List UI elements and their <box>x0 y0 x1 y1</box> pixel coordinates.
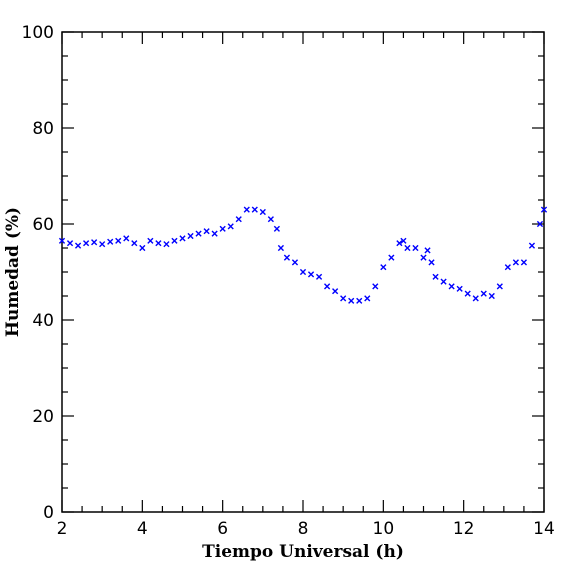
data-point <box>428 259 435 266</box>
data-point <box>536 220 544 228</box>
data-point <box>420 254 427 261</box>
data-point <box>179 235 186 242</box>
data-point <box>440 278 447 285</box>
data-point <box>404 244 411 252</box>
data-point <box>91 239 98 246</box>
x-tick-label: 4 <box>137 519 148 539</box>
y-tick-label: 60 <box>32 215 54 235</box>
data-point <box>219 225 226 232</box>
data-point <box>123 235 130 242</box>
y-tick-label: 0 <box>43 503 54 523</box>
data-point <box>340 295 347 302</box>
data-point <box>396 240 403 247</box>
data-point <box>299 268 307 276</box>
y-tick-label: 100 <box>22 23 54 43</box>
data-point <box>496 283 503 290</box>
data-point <box>480 290 487 297</box>
x-tick-label: 14 <box>533 519 555 539</box>
data-point <box>412 244 419 252</box>
y-tick-label: 80 <box>32 119 54 139</box>
data-point <box>332 288 339 295</box>
data-point <box>372 283 379 290</box>
data-point <box>267 216 274 223</box>
data-point <box>147 237 154 244</box>
data-point <box>400 237 407 244</box>
data-point <box>528 242 536 249</box>
data-point <box>139 244 146 252</box>
data-point <box>348 297 355 304</box>
data-point <box>155 240 162 247</box>
data-point <box>432 273 439 280</box>
x-tick-label: 6 <box>217 519 228 539</box>
y-tick-label: 20 <box>32 407 54 427</box>
data-point <box>115 237 122 244</box>
data-point <box>388 254 395 261</box>
data-point <box>243 206 250 213</box>
data-point <box>512 259 519 266</box>
data-point <box>171 237 178 244</box>
data-point <box>273 225 280 232</box>
x-tick-label: 10 <box>373 519 395 539</box>
data-point <box>251 206 258 213</box>
data-point <box>107 238 114 245</box>
data-point <box>356 297 363 304</box>
data-point <box>324 283 331 290</box>
data-points <box>58 206 548 304</box>
x-tick-label: 12 <box>453 519 475 539</box>
x-tick-label: 8 <box>298 519 309 539</box>
y-axis-title: Humedad (%) <box>3 207 23 337</box>
data-point <box>259 208 266 216</box>
data-point <box>163 241 170 248</box>
data-point <box>66 240 74 247</box>
x-tick-label: 2 <box>57 519 68 539</box>
data-point <box>448 283 455 290</box>
data-point <box>227 223 234 230</box>
data-point <box>456 285 463 292</box>
data-point <box>472 295 479 302</box>
data-point <box>74 242 82 249</box>
y-tick-label: 40 <box>32 311 54 331</box>
tick-labels: 2 4 6 8 10 12 14 0 20 40 60 80 100 <box>22 23 555 539</box>
x-axis-title: Tiempo Universal (h) <box>202 542 404 562</box>
data-point <box>307 271 315 278</box>
data-point <box>131 240 138 247</box>
data-point <box>187 232 194 240</box>
axis-ticks <box>61 31 545 513</box>
data-point <box>195 230 202 237</box>
data-point <box>277 244 285 252</box>
data-point <box>424 247 431 254</box>
data-point <box>58 237 66 244</box>
data-point <box>464 290 471 297</box>
data-point <box>504 264 511 271</box>
data-point <box>203 228 210 235</box>
data-point <box>235 216 242 223</box>
data-point <box>540 206 548 213</box>
data-point <box>380 264 387 271</box>
data-point <box>211 230 218 237</box>
data-point <box>364 295 371 302</box>
data-point <box>488 292 495 300</box>
data-point <box>291 259 299 266</box>
data-point <box>283 254 291 261</box>
data-point <box>520 259 528 266</box>
data-point <box>99 241 106 248</box>
data-point <box>83 240 90 247</box>
data-point <box>315 273 323 280</box>
